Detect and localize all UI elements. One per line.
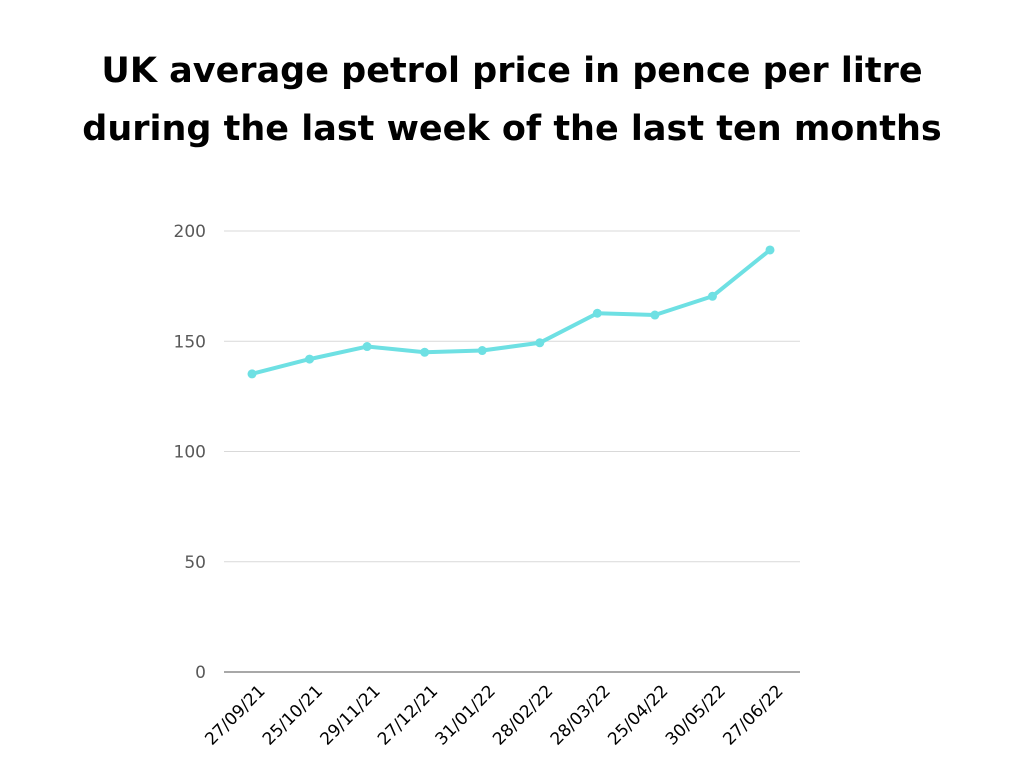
x-tick-label: 28/03/22 (547, 681, 615, 749)
y-tick-label: 200 (174, 222, 206, 242)
data-point (362, 342, 372, 352)
series-line (250, 247, 772, 376)
data-point (477, 346, 487, 356)
chart-title-line-2: during the last week of the last ten mon… (82, 109, 942, 149)
data-point (247, 369, 257, 379)
y-tick-label: 50 (184, 553, 206, 573)
data-point (592, 308, 602, 318)
chart-title: UK average petrol price in pence per lit… (0, 42, 1024, 158)
data-point (765, 245, 775, 255)
x-tick-label: 27/06/22 (719, 681, 787, 749)
x-axis-tick-labels: 27/09/2125/10/2129/11/2127/12/2131/01/22… (201, 681, 787, 749)
data-point (420, 347, 430, 357)
series-group (247, 245, 775, 379)
x-tick-label: 31/01/22 (432, 681, 500, 749)
chart-title-line-1: UK average petrol price in pence per lit… (101, 51, 923, 91)
x-tick-label: 30/05/22 (662, 681, 730, 749)
data-point (305, 354, 315, 364)
y-tick-label: 0 (195, 663, 206, 683)
data-point (650, 310, 660, 320)
y-axis-tick-labels: 0 50 100 150 200 (174, 222, 206, 683)
x-tick-label: 27/09/21 (201, 681, 269, 749)
y-tick-label: 100 (174, 443, 206, 463)
x-tick-label: 29/11/21 (317, 681, 385, 749)
x-tick-label: 25/04/22 (604, 681, 672, 749)
x-tick-label: 28/02/22 (489, 681, 557, 749)
data-point (707, 291, 717, 301)
x-tick-label: 25/10/21 (259, 681, 327, 749)
y-tick-label: 150 (174, 332, 206, 352)
x-tick-label: 27/12/21 (374, 681, 442, 749)
gridlines (224, 230, 800, 563)
data-point (535, 338, 545, 348)
